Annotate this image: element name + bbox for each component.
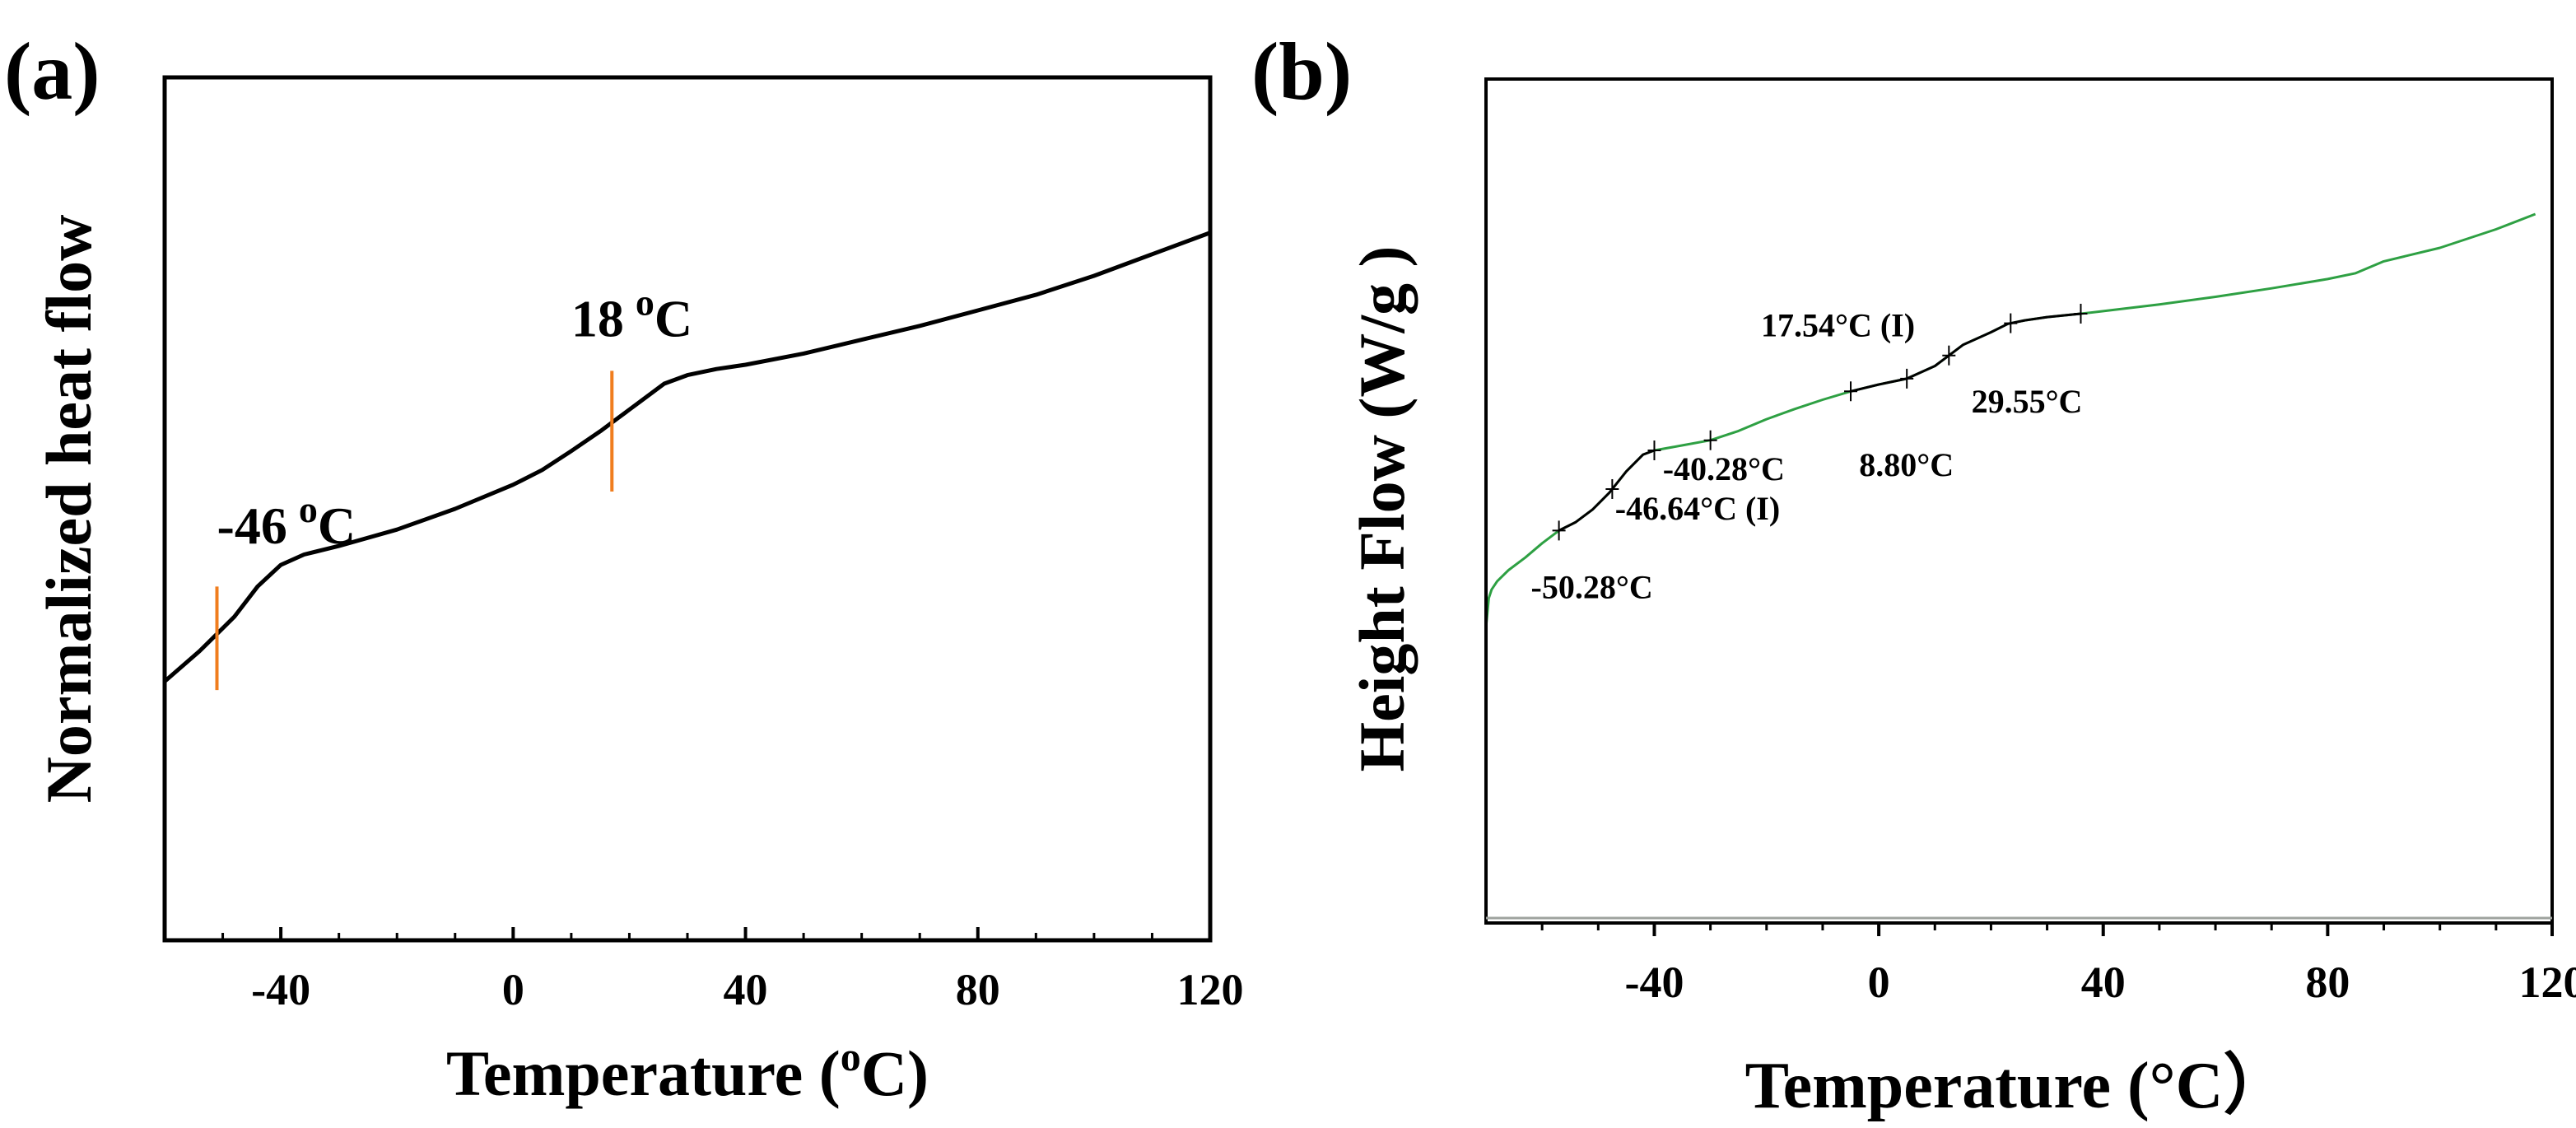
- panel-b-annotation-5: 29.55°C: [1972, 383, 2083, 420]
- panel-b-annotation-0: -50.28°C: [1531, 568, 1653, 605]
- panel-b-cross-marker-8: [2074, 303, 2088, 324]
- panel-b-highlight-segment-0: [1558, 449, 1656, 532]
- panel-a-label: (a): [4, 26, 100, 117]
- panel-b-annotation-1: -46.64°C (I): [1615, 490, 1780, 527]
- panel-b-cross-marker-1: [1605, 478, 1619, 499]
- panel-b-y-axis-label: Height Flow (W/g ): [1346, 245, 1418, 771]
- panel-a-annotation-unit-0: C: [318, 496, 356, 555]
- panel-b-plot-frame: [1484, 77, 2554, 925]
- panel-b-x-ticks: -40 0 40 80 120: [1540, 923, 2576, 1007]
- panel-a-x-ticks: -40 0 40 80 120: [163, 927, 1244, 1014]
- panel-a-x-axis-label: Temperature (oC): [446, 1033, 929, 1109]
- panel-a-annotation-value-0: -46: [217, 496, 287, 555]
- panel-a-x-axis-label-sup: o: [841, 1033, 861, 1079]
- panel-b-annotation-3: 8.80°C: [1859, 446, 1954, 483]
- panel-b-x-tick-label-1: 0: [1868, 958, 1890, 1007]
- panel-b-x-tick-label-2: 40: [2081, 958, 2126, 1007]
- panel-b-cross-marker-6: [1942, 345, 1956, 366]
- panel-a-annotation-sup-0: o: [299, 488, 318, 530]
- panel-b-cross-marker-4: [1844, 381, 1858, 402]
- panel-b-cross-marker-7: [2004, 313, 2018, 333]
- panel-b-cross-marker-0: [1552, 520, 1566, 541]
- panel-b: (b) -40 0 40 80 120 -50.28°C -46.64°C (I)-40.…: [1251, 26, 2576, 1122]
- panel-b-highlight-segment-1: [1850, 312, 2081, 393]
- panel-a-annotation-0: -46 oC: [217, 488, 356, 555]
- panel-a-curve-layer: [163, 231, 1211, 691]
- panel-b-cross-marker-5: [1900, 368, 1914, 389]
- panel-a-annotation-1: 18 oC: [571, 281, 692, 347]
- panel-b-curve-layer: [1484, 212, 2536, 628]
- panel-b-annotation-2: -40.28°C: [1663, 450, 1785, 487]
- panel-a-annotation-sup-1: o: [636, 281, 654, 323]
- panel-a-x-tick-label-4: 120: [1177, 965, 1244, 1014]
- panel-a-annotation-unit-1: C: [654, 289, 692, 347]
- panel-a-x-tick-label-2: 40: [724, 965, 768, 1014]
- panel-b-annotation-4: 17.54°C (I): [1761, 307, 1915, 344]
- panel-a-x-axis-label-suffix: C): [861, 1037, 929, 1109]
- panel-b-cross-marker-3: [1703, 430, 1717, 450]
- panel-a-annotation-value-1: 18: [571, 289, 624, 347]
- panel-b-x-tick-label-0: -40: [1624, 958, 1684, 1007]
- panel-a-x-tick-label-1: 0: [502, 965, 524, 1014]
- panel-a-x-tick-label-3: 80: [956, 965, 1000, 1014]
- panel-b-x-tick-label-3: 80: [2305, 958, 2350, 1007]
- panel-b-series-line-0: [1484, 212, 2536, 628]
- panel-b-annotations: -50.28°C -46.64°C (I)-40.28°C 8.80°C 17.54°…: [1531, 307, 2083, 606]
- panel-b-label: (b): [1251, 26, 1352, 117]
- panel-b-x-tick-label-4: 120: [2519, 958, 2576, 1007]
- panel-a-x-axis-label-prefix: Temperature (: [446, 1037, 841, 1109]
- panel-b-cross-marker-2: [1647, 440, 1661, 460]
- panel-a-series-line-0: [163, 231, 1211, 683]
- panel-b-x-axis-label: Temperature (°C）: [1745, 1050, 2290, 1122]
- panel-a-x-tick-label-0: -40: [251, 965, 310, 1014]
- panel-a-y-axis-label: Normalized heat flow: [33, 215, 105, 804]
